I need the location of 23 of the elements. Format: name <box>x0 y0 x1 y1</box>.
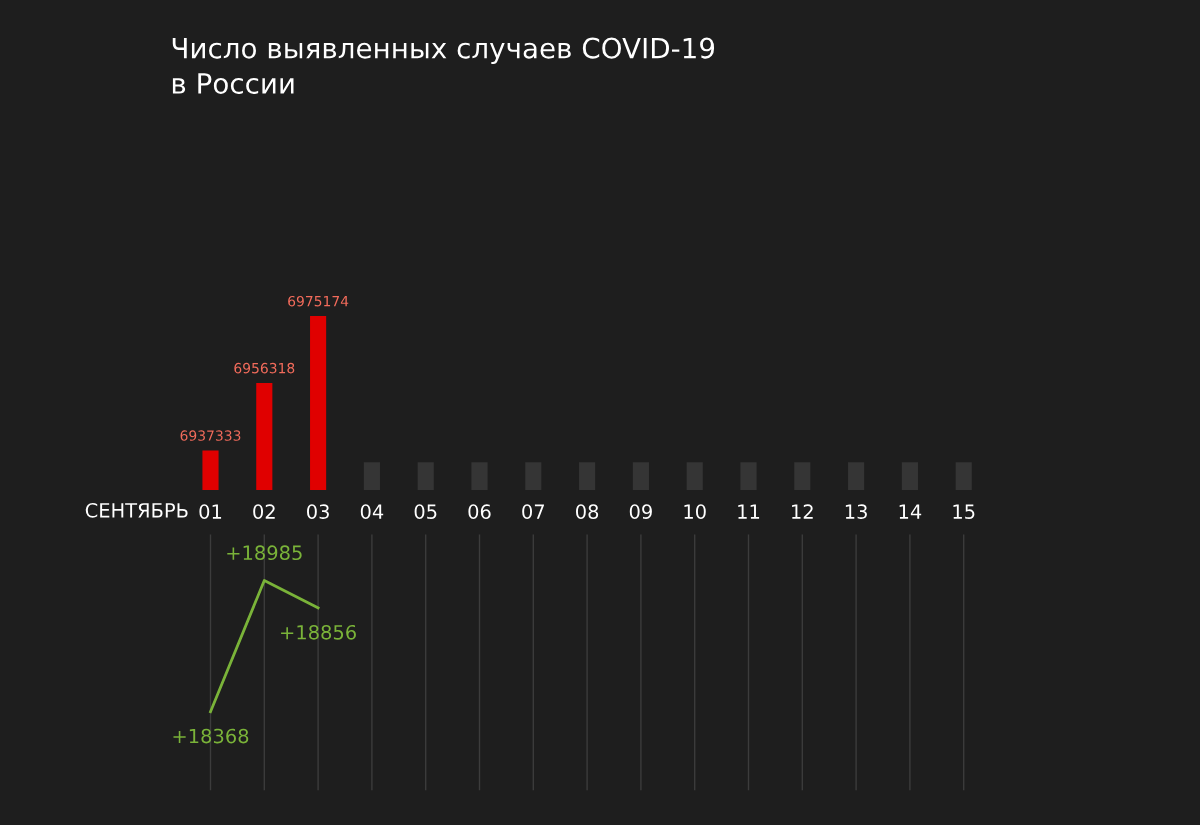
x-tick-label: 03 <box>307 504 329 519</box>
x-tick-label: 02 <box>253 504 275 519</box>
x-tick-label: 13 <box>845 504 867 519</box>
x-tick-label: 15 <box>953 504 975 519</box>
x-tick-label: 06 <box>468 504 491 519</box>
data-label: +18368 <box>173 728 249 744</box>
x-tick-label: 14 <box>899 504 922 519</box>
x-tick-label: 10 <box>684 504 706 519</box>
x-tick-label: 07 <box>522 504 545 519</box>
x-tick-label: 01 <box>199 504 222 519</box>
x-tick-label: 09 <box>629 504 652 519</box>
data-label: 6956318 <box>234 362 295 374</box>
chart-title: Число выявленных случаев COVID-19 в России <box>172 37 715 94</box>
data-label: 6975174 <box>288 295 349 307</box>
x-tick-label: 04 <box>360 504 384 519</box>
x-axis-title: СЕНТЯБРЬ <box>85 502 188 518</box>
x-tick-label: 08 <box>576 504 599 519</box>
data-label: 6937333 <box>180 430 241 441</box>
data-label: +18856 <box>281 624 356 640</box>
x-tick-label: 05 <box>414 504 437 519</box>
data-label: +18985 <box>227 545 302 561</box>
x-tick-label: 12 <box>792 504 813 519</box>
x-tick-label: 11 <box>738 504 760 519</box>
